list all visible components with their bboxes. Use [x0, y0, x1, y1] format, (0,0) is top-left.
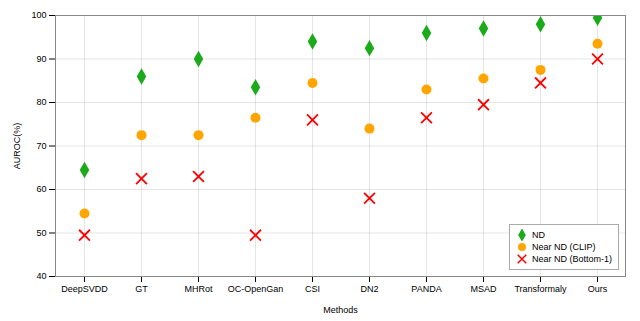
html-text:Near ND (Bottom-1): Near ND (Bottom-1) — [532, 254, 612, 264]
svg-text:90: 90 — [36, 54, 46, 64]
svg-text:Methods: Methods — [323, 305, 358, 315]
svg-text:DeepSVDD: DeepSVDD — [61, 284, 108, 294]
html-text:Near ND (CLIP): Near ND (CLIP) — [532, 242, 596, 252]
svg-text:GT: GT — [135, 284, 148, 294]
svg-text:Ours: Ours — [588, 284, 608, 294]
svg-text:MSAD: MSAD — [470, 284, 497, 294]
svg-text:40: 40 — [36, 271, 46, 281]
svg-text:MHRot: MHRot — [184, 284, 213, 294]
svg-text:Transformaly: Transformaly — [514, 284, 567, 294]
svg-text:AUROC(%): AUROC(%) — [12, 123, 22, 170]
svg-text:PANDA: PANDA — [411, 284, 441, 294]
svg-text:80: 80 — [36, 97, 46, 107]
svg-text:100: 100 — [31, 10, 46, 20]
svg-text:CSI: CSI — [305, 284, 320, 294]
svg-text:DN2: DN2 — [360, 284, 378, 294]
html-text:ND: ND — [532, 230, 545, 240]
svg-text:OC-OpenGan: OC-OpenGan — [228, 284, 284, 294]
svg-text:70: 70 — [36, 141, 46, 151]
svg-text:50: 50 — [36, 228, 46, 238]
svg-text:60: 60 — [36, 184, 46, 194]
